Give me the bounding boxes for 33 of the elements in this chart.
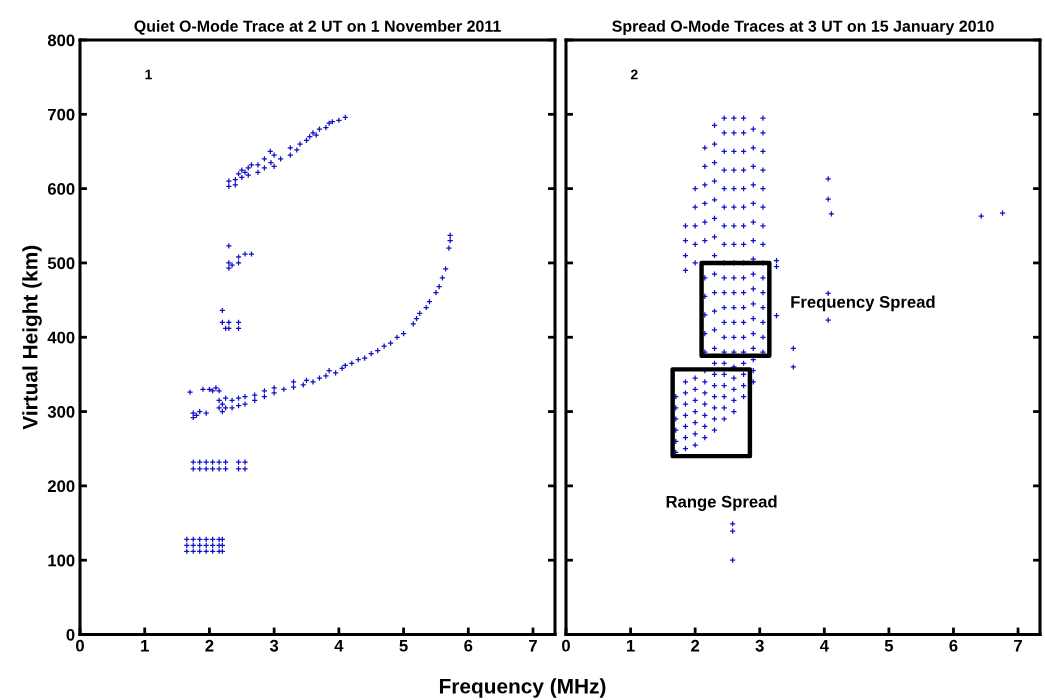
x-axis-title: Frequency (MHz) [439, 678, 606, 698]
x-tick-label: 0 [76, 639, 84, 652]
x-tick-label: 5 [399, 639, 408, 652]
x-tick-label: 0 [562, 639, 570, 652]
chart-title: Quiet O-Mode Trace at 2 UT on 1 November 2011 [134, 20, 501, 35]
annotation: 1 [145, 69, 152, 80]
x-tick-label: 3 [269, 639, 279, 652]
annotation: Frequency Spread [791, 295, 935, 312]
x-tick-label: 1 [626, 639, 635, 652]
y-tick-label: 100 [48, 554, 75, 567]
annotation: Range Spread [666, 495, 777, 511]
y-tick-label: 200 [47, 480, 75, 493]
y-tick-label: 800 [47, 34, 75, 47]
x-tick-label: 4 [334, 639, 344, 652]
x-tick-label: 2 [205, 639, 214, 652]
y-tick-label: 400 [47, 331, 75, 344]
annotation: 2 [630, 69, 638, 80]
x-tick-label: 3 [755, 639, 764, 652]
y-tick-label: 0 [66, 628, 75, 641]
x-tick-label: 5 [884, 639, 894, 652]
x-tick-label: 6 [464, 639, 473, 652]
x-tick-label: 6 [949, 639, 958, 652]
chart-title: Spread O-Mode Traces at 3 UT on 15 January 2010 [612, 20, 994, 35]
x-tick-label: 4 [819, 639, 829, 652]
y-axis-title: Virtual Height (km) [22, 245, 42, 430]
x-tick-label: 7 [529, 639, 537, 652]
y-tick-label: 600 [47, 183, 75, 195]
x-tick-label: 7 [1014, 639, 1022, 652]
y-tick-label: 700 [48, 108, 75, 121]
y-tick-label: 300 [47, 405, 75, 418]
x-tick-label: 2 [691, 639, 700, 652]
x-tick-label: 1 [141, 639, 149, 652]
y-tick-label: 500 [47, 257, 75, 270]
